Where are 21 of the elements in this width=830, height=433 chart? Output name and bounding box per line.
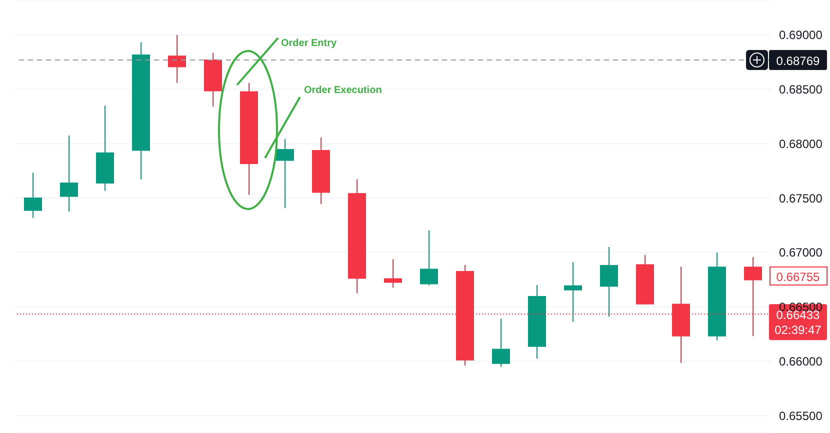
candlestick — [384, 258, 402, 288]
y-tick-label: 0.66000 — [779, 354, 823, 368]
annotation: Order Execution — [304, 85, 382, 96]
text: 02:39:47 — [774, 323, 822, 338]
y-tick-label: 0.68500 — [779, 82, 823, 96]
y-tick-label: 0.68000 — [779, 136, 823, 151]
annotation: Order Entry — [281, 38, 338, 49]
text: 0.66755 — [776, 270, 820, 284]
candlestick — [24, 172, 42, 218]
candlestick — [564, 261, 582, 322]
candlestick — [492, 318, 510, 368]
candlestick — [420, 230, 438, 286]
y-tick-label: 0.65500 — [779, 408, 823, 423]
candlestick — [600, 246, 618, 318]
candlestick — [168, 34, 186, 84]
candlestick — [60, 135, 78, 212]
y-tick-label: 0.67000 — [779, 246, 823, 260]
y-tick-label: 0.67500 — [779, 191, 823, 206]
candlestick — [276, 138, 294, 209]
ref-line-label: 0.68769 — [776, 54, 820, 68]
y-tick-label: 0.69000 — [779, 28, 823, 42]
